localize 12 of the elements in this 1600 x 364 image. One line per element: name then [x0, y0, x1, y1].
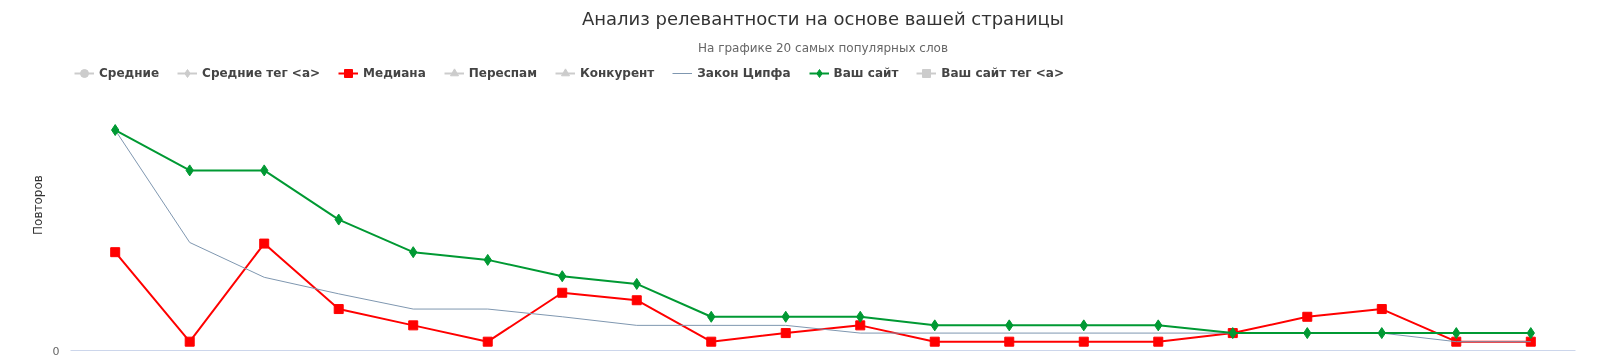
legend-label: Средние — [99, 66, 160, 80]
text: 0 — [52, 344, 60, 358]
legend-label: Медиана — [363, 66, 426, 80]
legend-label: Переспам — [468, 66, 537, 80]
legend-label: Закон Ципфа — [697, 66, 791, 80]
y-axis-title: Повторов — [30, 175, 45, 235]
chart-title: Анализ релевантности на основе вашей страницы — [581, 7, 1065, 29]
chart-subtitle: На графике 20 самых популярных слов — [698, 40, 949, 55]
legend-label: Конкурент — [579, 66, 655, 80]
legend-label: Средние тег <a> — [202, 66, 321, 80]
legend-label: Ваш сайт тег <a> — [941, 66, 1065, 80]
legend-label: Ваш сайт — [833, 66, 899, 80]
